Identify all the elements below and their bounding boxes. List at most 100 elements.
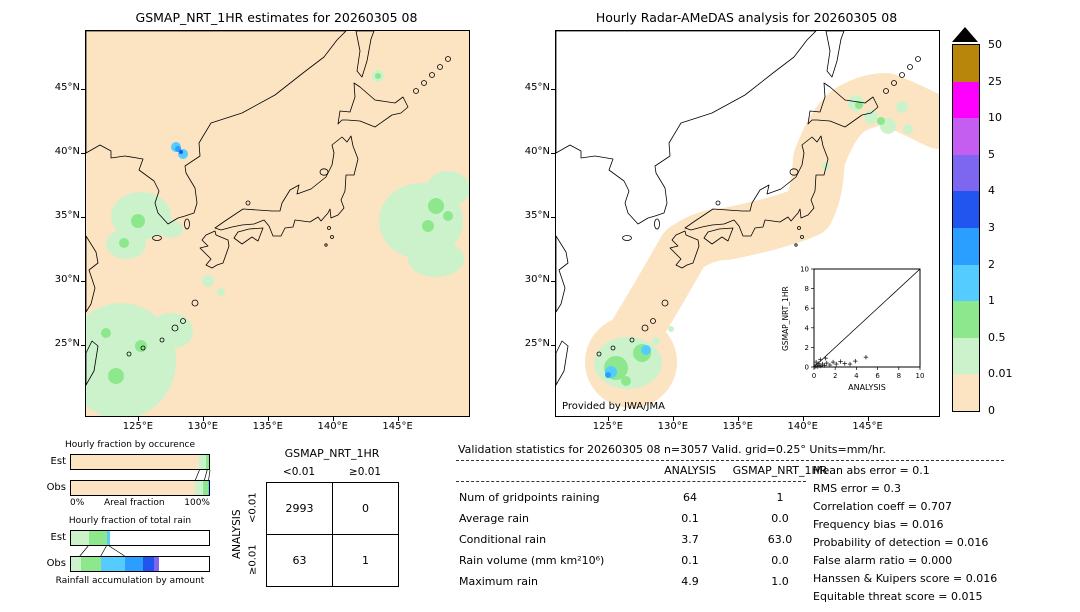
colorbar-tick-label: 50	[988, 38, 1002, 51]
bar-row-label: Obs	[46, 482, 66, 493]
lat-tick-label: 40°N	[524, 145, 550, 157]
colorbar-tick-label: 5	[988, 147, 995, 161]
lon-tick-label: 140°E	[787, 421, 818, 432]
bar-segment	[71, 557, 81, 571]
bar-segment	[71, 531, 89, 545]
dashed-rule	[456, 481, 806, 482]
tick-mark	[397, 417, 399, 421]
bar-segment	[194, 481, 204, 495]
radar-map	[556, 31, 939, 408]
colorbar-tick-label: 0.5	[988, 330, 1006, 344]
bar-segment	[153, 557, 160, 571]
contingency-row-label-ge: ≥0.01	[247, 544, 259, 576]
tick-mark	[551, 217, 555, 219]
axis-label: Areal fraction	[103, 498, 165, 508]
lon-tick-label: 145°E	[852, 421, 883, 432]
inset-plot: 00 2 2 4 4 6 6 8 8 10 10	[800, 266, 924, 381]
colorbar-tick-label: 25	[988, 74, 1002, 88]
lat-tick-label: 25°N	[524, 338, 550, 350]
stat-value-gsmap: 0.0	[771, 554, 789, 567]
stat-value-gsmap: 0.0	[771, 512, 789, 525]
svg-text:0: 0	[805, 364, 809, 372]
tick-mark	[867, 417, 869, 421]
gsmap-map-panel: GSMAP_NRT_1HR estimates for 20260305 08	[55, 10, 470, 432]
tick-mark	[551, 88, 555, 90]
bar-segment	[71, 481, 195, 495]
stats-metrics: Mean abs error = 0.1 RMS error = 0.3 Corre…	[813, 462, 997, 606]
bar-connectors	[194, 469, 211, 481]
metric-line: Correlation coeff = 0.707	[813, 500, 952, 513]
bar-segment	[207, 481, 209, 495]
stat-row: Rain volume (mm km²10⁶) 0.1 0.0	[459, 550, 839, 571]
svg-text:2: 2	[833, 372, 837, 380]
colorbar-labels: 50 25 10 5 4 3 2 1 0.5 0.01 0	[988, 38, 1038, 417]
occurrence-chart: Hourly fraction by occurence 0% Areal fr…	[40, 440, 220, 514]
bar-connectors	[79, 545, 125, 557]
tick-mark	[81, 217, 85, 219]
colorbar-tick-label: 4	[988, 184, 995, 198]
tick-mark	[802, 417, 804, 421]
stat-value-analysis: 0.1	[681, 512, 699, 525]
scatter-inset: GSMAP_NRT_1HR 0 0 2 2 4 4 6 6 8 8 10 10 ANALYSIS	[778, 263, 930, 403]
svg-text:8: 8	[805, 285, 809, 293]
stats-title: Validation statistics for 20260305 08 n=…	[458, 443, 886, 456]
validation-stats: Validation statistics for 20260305 08 n=…	[455, 443, 1075, 611]
stat-value-analysis: 0.1	[681, 554, 699, 567]
stacked-bar	[70, 530, 210, 546]
stat-value-analysis: 4.9	[681, 575, 699, 588]
tick-mark	[81, 152, 85, 154]
stat-label: Rain volume (mm km²10⁶)	[459, 554, 605, 567]
stats-col-gsmap: GSMAP_NRT_1HR	[732, 464, 828, 477]
tick-mark	[551, 345, 555, 347]
colorbar-segment	[953, 337, 979, 375]
metric-line: Equitable threat score = 0.015	[813, 590, 983, 603]
stat-value-gsmap: 1	[776, 491, 784, 504]
stat-value-gsmap: 1.0	[771, 575, 789, 588]
bar-segment	[71, 455, 199, 469]
stat-row: Num of gridpoints raining 64 1	[459, 487, 839, 508]
tick-mark	[81, 345, 85, 347]
colorbar-tick-label: 2	[988, 257, 995, 271]
tick-mark	[332, 417, 334, 421]
tick-mark	[137, 417, 139, 421]
inset-ylabel: GSMAP_NRT_1HR	[781, 286, 790, 352]
stats-rows: Num of gridpoints raining 64 1 Average rain…	[459, 487, 839, 592]
colorbar-tick-label: 1	[988, 294, 995, 308]
credit-text: Provided by JWA/JMA	[562, 401, 665, 412]
metric-line: Hanssen & Kuipers score = 0.016	[813, 572, 998, 585]
stat-label: Num of gridpoints raining	[459, 491, 600, 504]
lat-tick-label: 25°N	[54, 338, 80, 350]
contingency-cell: 1	[333, 535, 399, 587]
stat-row: Conditional rain 3.7 63.0	[459, 529, 839, 550]
lat-tick-label: 35°N	[54, 210, 80, 222]
tick-mark	[202, 417, 204, 421]
tick-mark	[551, 281, 555, 283]
stats-col-analysis: ANALYSIS	[664, 464, 716, 477]
stacked-bar	[70, 556, 210, 572]
stat-label: Conditional rain	[459, 533, 547, 546]
contingency-col-label-lt: <0.01	[282, 466, 316, 478]
lon-tick-label: 125°E	[122, 421, 154, 432]
svg-text:0: 0	[812, 372, 816, 380]
radar-rain-blobs	[594, 95, 913, 389]
contingency-col-group: GSMAP_NRT_1HR	[284, 447, 380, 460]
bar-segment	[206, 455, 209, 469]
colorbar-overflow-triangle-icon	[952, 27, 978, 42]
colorbar-tick-label: 10	[988, 111, 1002, 125]
colorbar-tick-label: 3	[988, 221, 995, 234]
stat-value-analysis: 64	[683, 491, 697, 504]
svg-text:2: 2	[805, 344, 809, 352]
contingency-cell: 0	[333, 483, 399, 535]
tick-mark	[81, 281, 85, 283]
inset-xlabel: ANALYSIS	[848, 383, 886, 392]
stacked-bar	[70, 454, 210, 470]
lon-tick-label: 130°E	[657, 421, 689, 432]
bar-segment	[203, 481, 208, 495]
contingency-row-group: ANALYSIS	[231, 509, 243, 559]
bar-segment	[198, 455, 207, 469]
tick-mark	[672, 417, 674, 421]
colorbar-segment	[953, 374, 979, 411]
lat-tick-label: 45°N	[524, 81, 550, 93]
contingency-table: GSMAP_NRT_1HR <0.01 ≥0.01 ANALYSIS <0.01…	[228, 442, 408, 592]
bar-segment	[88, 531, 107, 545]
